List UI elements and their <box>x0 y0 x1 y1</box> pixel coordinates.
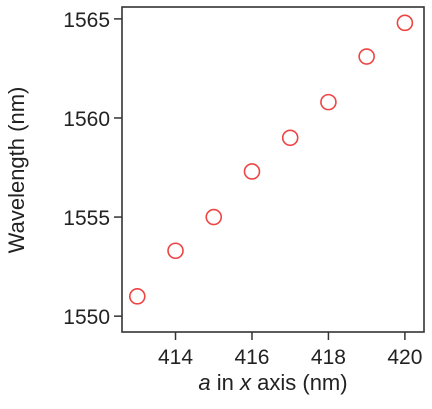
y-tick-label: 1550 <box>63 306 110 329</box>
data-point <box>167 242 184 260</box>
y-tick-label: 1555 <box>63 207 110 230</box>
x-axis-label: a in x axis (nm) <box>198 370 347 395</box>
x-tick-label: 420 <box>387 346 422 369</box>
x-tick-label: 416 <box>234 346 269 369</box>
data-point <box>128 288 146 305</box>
data-point <box>358 48 375 65</box>
data-points <box>128 14 414 305</box>
x-tick-label: 414 <box>158 346 193 369</box>
y-axis: 1550 1555 1560 1565 <box>63 9 122 329</box>
data-point <box>205 208 223 226</box>
y-tick-label: 1560 <box>63 108 110 131</box>
x-axis: 414 416 418 420 <box>158 332 422 369</box>
data-point <box>320 93 337 111</box>
data-point <box>396 14 414 32</box>
x-tick-label: 418 <box>311 346 346 369</box>
plot-frame <box>121 6 425 333</box>
data-point <box>281 129 299 147</box>
y-tick-label: 1565 <box>63 9 110 32</box>
data-point <box>243 163 261 180</box>
y-axis-label: Wavelength (nm) <box>4 87 29 254</box>
